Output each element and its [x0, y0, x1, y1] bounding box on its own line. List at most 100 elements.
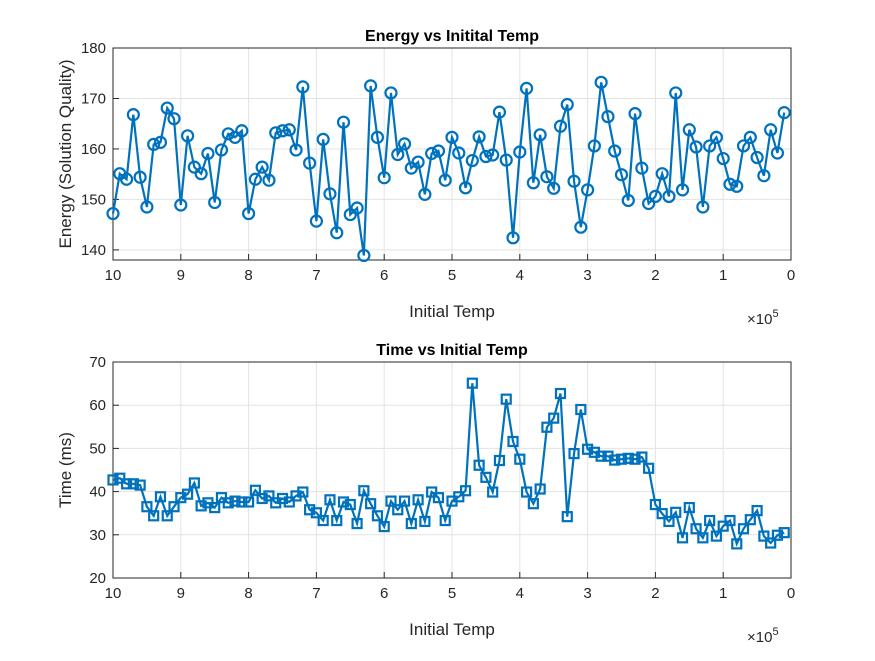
data-marker	[636, 451, 648, 463]
data-marker	[595, 450, 607, 462]
exponent-base: ×10	[747, 629, 772, 646]
data-marker	[643, 462, 655, 474]
data-marker	[675, 183, 690, 197]
data-marker	[201, 146, 215, 161]
x-exponent: ×105	[747, 626, 779, 646]
data-line	[111, 82, 786, 256]
data-marker	[303, 156, 317, 170]
data-marker	[703, 139, 717, 153]
exponent-power: 5	[772, 626, 778, 638]
data-marker	[514, 453, 526, 465]
data-marker	[282, 123, 296, 137]
data-marker	[141, 501, 153, 513]
data-marker	[195, 500, 207, 512]
data-marker	[371, 510, 384, 522]
data-marker	[526, 176, 540, 190]
data-marker	[487, 486, 499, 498]
data-marker	[330, 226, 344, 240]
data-marker	[561, 511, 573, 523]
data-marker	[574, 220, 588, 234]
data-marker	[187, 160, 201, 174]
data-marker	[365, 498, 377, 510]
data-marker	[236, 496, 248, 508]
exponent-power: 5	[772, 308, 778, 320]
data-marker	[398, 495, 411, 507]
data-marker	[568, 447, 580, 460]
data-marker	[243, 496, 255, 508]
data-marker	[419, 515, 431, 528]
data-marker	[106, 206, 120, 221]
data-marker	[249, 484, 261, 496]
data-marker	[669, 86, 683, 100]
data-marker	[553, 119, 568, 133]
data-marker	[609, 454, 621, 466]
data-marker	[377, 171, 391, 185]
data-marker	[541, 421, 553, 433]
data-marker	[615, 453, 628, 465]
data-marker	[221, 127, 235, 141]
y-tick-label: 150	[81, 191, 106, 208]
data-marker	[594, 75, 608, 89]
y-tick-label: 40	[89, 484, 106, 501]
data-marker	[622, 452, 634, 464]
data-marker	[147, 137, 161, 152]
data-marker	[580, 183, 595, 197]
data-marker	[452, 146, 466, 160]
data-marker	[248, 172, 262, 186]
data-marker	[324, 494, 336, 506]
data-marker	[519, 81, 534, 95]
data-marker	[757, 169, 771, 183]
data-marker	[242, 206, 256, 221]
data-marker	[758, 530, 770, 542]
data-marker	[690, 523, 702, 535]
data-marker	[683, 501, 695, 514]
data-marker	[527, 498, 539, 510]
y-tick-label: 30	[89, 527, 106, 544]
data-marker	[331, 514, 343, 527]
data-marker	[533, 128, 547, 142]
data-marker	[513, 145, 527, 159]
data-marker	[751, 505, 763, 517]
data-marker	[283, 496, 295, 508]
x-tick-label: 6	[380, 267, 388, 284]
data-marker	[581, 443, 594, 455]
y-tick-label: 70	[89, 354, 106, 371]
x-tick-label: 10	[105, 267, 122, 284]
data-marker	[161, 510, 173, 522]
y-tick-label: 170	[81, 90, 106, 107]
data-marker	[534, 483, 546, 495]
axes-box	[112, 361, 792, 579]
data-marker	[744, 514, 756, 526]
x-tick-label: 2	[651, 267, 659, 284]
y-axis-label: Energy (Solution Quality)	[56, 60, 75, 249]
data-marker	[391, 147, 405, 162]
data-marker	[554, 387, 567, 400]
data-marker	[635, 161, 649, 175]
data-marker	[492, 105, 507, 119]
data-marker	[737, 523, 750, 535]
data-marker	[642, 196, 656, 211]
data-marker	[656, 508, 668, 520]
x-tick-label: 0	[787, 267, 795, 284]
data-marker	[304, 504, 316, 516]
data-marker	[351, 517, 363, 530]
data-marker	[479, 149, 493, 164]
axes-box	[112, 47, 792, 261]
x-tick-label: 4	[516, 267, 524, 284]
data-marker	[153, 135, 168, 149]
data-marker	[384, 86, 398, 100]
data-marker	[547, 181, 561, 195]
data-marker	[418, 187, 432, 201]
x-tick-label: 9	[177, 267, 185, 284]
data-marker	[500, 393, 512, 405]
data-marker	[670, 506, 682, 518]
data-marker	[370, 130, 385, 144]
data-marker	[126, 108, 140, 122]
data-marker	[480, 471, 492, 483]
data-marker	[174, 198, 188, 212]
data-marker	[154, 491, 167, 503]
x-tick-label: 8	[244, 585, 252, 602]
data-marker	[214, 143, 229, 157]
data-marker	[107, 474, 119, 486]
